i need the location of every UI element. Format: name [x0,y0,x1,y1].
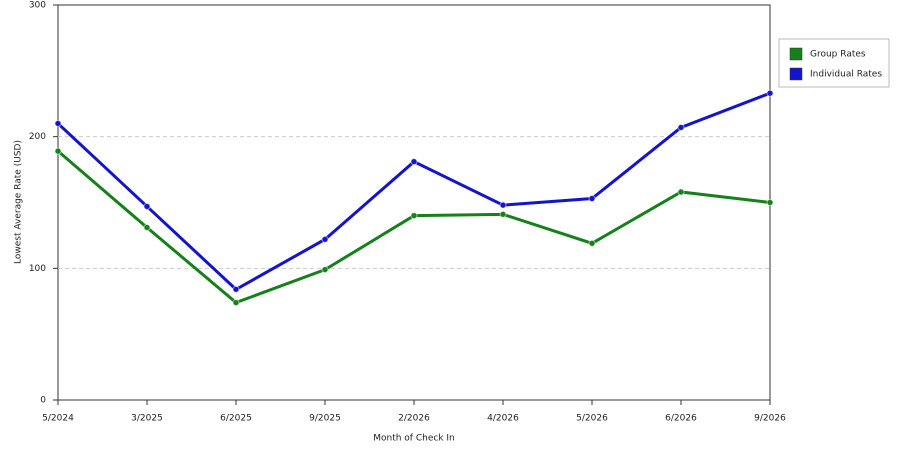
point [321,235,329,243]
x-tick-label: 6/2025 [220,414,252,424]
x-tick-label: 5/2024 [42,414,74,424]
legend-swatch [789,47,803,61]
point [677,188,685,196]
legend-label: Group Rates [810,50,866,60]
point [766,89,774,97]
point [321,266,329,274]
x-tick-label: 5/2026 [576,414,608,424]
point [143,202,151,210]
point [499,201,507,209]
x-tick-label: 2/2026 [398,414,430,424]
point [410,158,418,166]
y-tick-label: 0 [40,396,46,406]
point [499,210,507,218]
point [232,299,240,307]
legend-label: Individual Rates [810,70,882,80]
point [143,224,151,232]
x-axis-title: Month of Check In [373,434,455,444]
point [54,147,62,155]
x-tick-label: 4/2026 [487,414,519,424]
plot-area [57,4,771,401]
point [410,212,418,220]
x-tick-label: 6/2026 [665,414,697,424]
x-tick-label: 9/2025 [309,414,341,424]
x-tick-label: 3/2025 [131,414,163,424]
point [232,285,240,293]
x-tick-label: 9/2026 [754,414,786,424]
point [588,195,596,203]
point [588,239,596,247]
point [54,120,62,127]
y-tick-label: 300 [29,1,46,11]
y-axis-title: Lowest Average Rate (USD) [14,140,24,264]
y-tick-label: 100 [29,264,46,274]
point [677,123,685,131]
legend-swatch [789,67,803,81]
point [766,199,774,206]
y-tick-label: 200 [29,132,46,142]
